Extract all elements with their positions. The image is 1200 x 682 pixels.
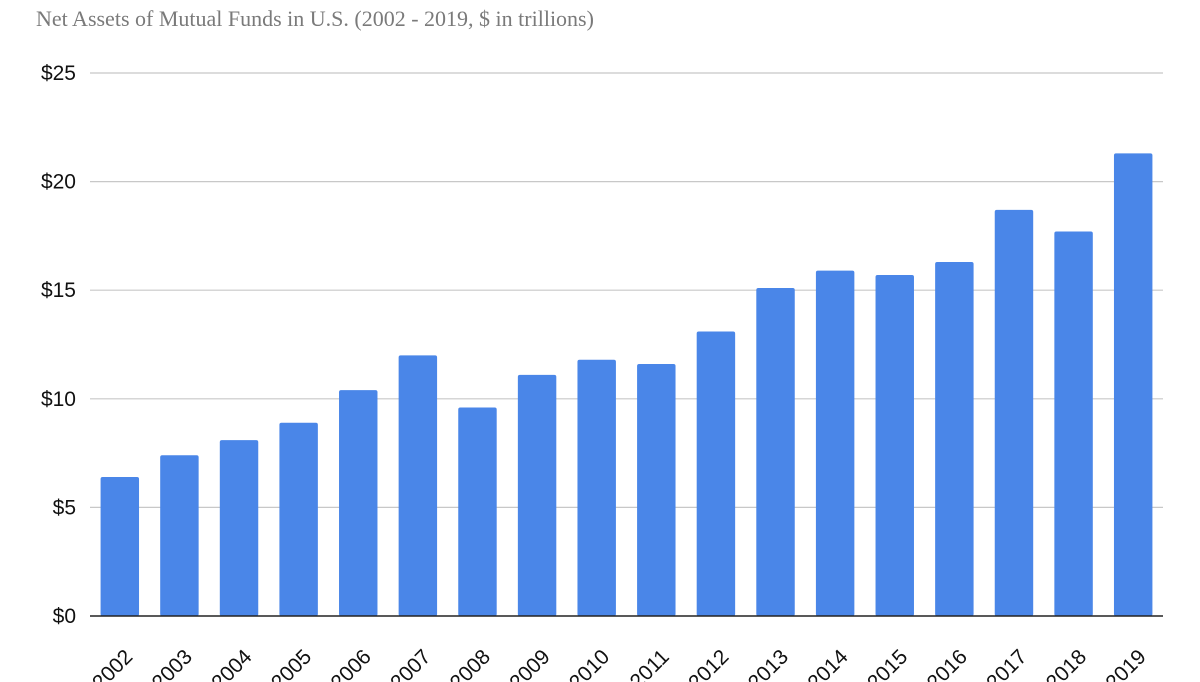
x-tick-label: 2003 <box>148 645 197 682</box>
bar-2018 <box>1054 231 1093 616</box>
x-tick-label: 2008 <box>446 645 495 682</box>
bar-2009 <box>517 374 557 616</box>
bar-2011 <box>637 364 676 616</box>
bar-2014 <box>815 270 855 616</box>
x-tick-label: 2019 <box>1101 645 1150 682</box>
bar-layer <box>100 153 1153 616</box>
y-tick-label: $0 <box>53 605 76 628</box>
x-tick-label: 2014 <box>803 645 853 682</box>
y-tick-label: $10 <box>41 388 76 411</box>
x-tick-label: 2012 <box>684 645 733 682</box>
bar-2016 <box>935 261 974 616</box>
x-tick-label: 2002 <box>88 645 137 682</box>
x-tick-label: 2016 <box>923 645 972 682</box>
bar-2017 <box>994 209 1034 616</box>
x-tick-label: 2006 <box>326 645 375 682</box>
bar-2006 <box>339 390 378 616</box>
chart-title: Net Assets of Mutual Funds in U.S. (2002… <box>36 6 594 31</box>
bar-2004 <box>219 440 259 616</box>
bar-2010 <box>577 359 616 616</box>
x-tick-label: 2011 <box>626 645 674 682</box>
x-tick-label: 2015 <box>863 645 912 682</box>
y-tick-label: $15 <box>41 279 76 302</box>
x-tick-label: 2010 <box>565 645 614 682</box>
grid-layer <box>90 72 1163 508</box>
x-tick-label: 2013 <box>744 645 793 682</box>
x-tick-label: 2007 <box>386 645 435 682</box>
bar-2003 <box>160 455 199 616</box>
bar-2007 <box>398 355 438 616</box>
x-tick-label: 2017 <box>982 645 1031 682</box>
bar-2005 <box>279 422 318 616</box>
bar-2002 <box>100 476 140 616</box>
bar-2015 <box>875 274 914 616</box>
bar-2012 <box>696 331 736 616</box>
x-tick-label: 2005 <box>267 645 316 682</box>
bar-2008 <box>458 407 497 616</box>
y-tick-label: $25 <box>41 62 76 85</box>
bar-2013 <box>756 288 795 616</box>
x-tick-label: 2018 <box>1042 645 1091 682</box>
y-tick-label: $20 <box>41 171 76 194</box>
y-tick-label: $5 <box>53 496 76 519</box>
bar-2019 <box>1113 153 1153 616</box>
x-tick-label: 2009 <box>505 645 554 682</box>
x-tick-label: 2004 <box>207 645 257 682</box>
